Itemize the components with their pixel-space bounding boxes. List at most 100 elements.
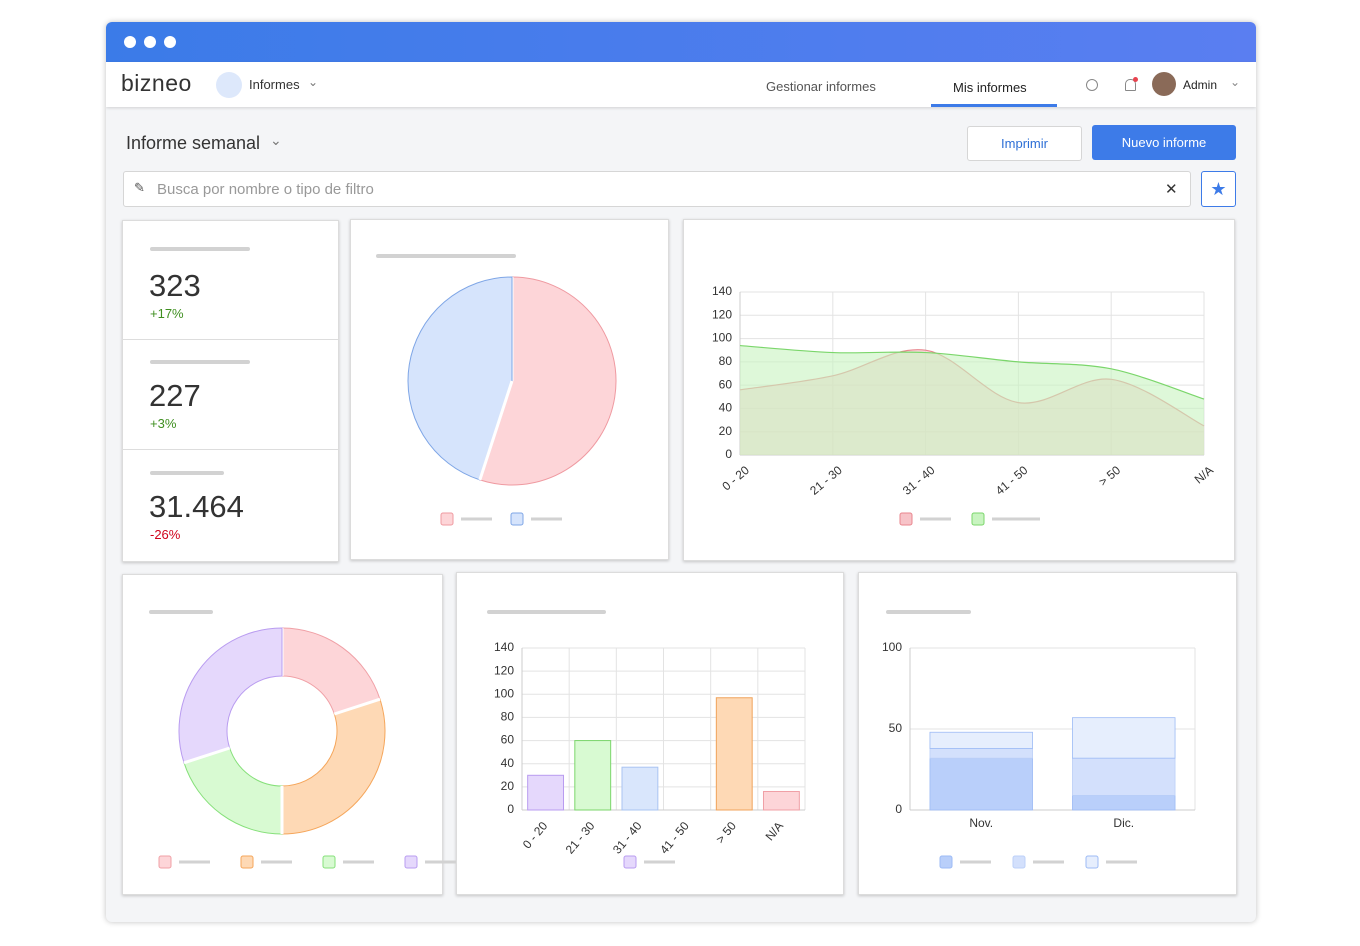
window-dot[interactable] xyxy=(164,36,176,48)
new-report-button[interactable]: Nuevo informe xyxy=(1092,125,1236,160)
legend-swatch xyxy=(510,512,524,526)
y-tick-label: 0 xyxy=(895,802,902,816)
bar-segment xyxy=(1072,717,1176,759)
logo[interactable]: bizneo xyxy=(121,70,192,96)
timer-icon[interactable] xyxy=(1086,79,1098,91)
placeholder xyxy=(376,254,516,258)
legend-placeholder xyxy=(960,860,991,864)
legend-swatch xyxy=(899,512,913,526)
favorites-button[interactable]: ★ xyxy=(1201,171,1236,207)
placeholder xyxy=(150,360,250,364)
kpi-value: 227 xyxy=(149,378,201,413)
window-dot[interactable] xyxy=(144,36,156,48)
module-menu[interactable]: Informes xyxy=(249,77,300,92)
x-tick-label: 31 - 40 xyxy=(900,463,938,498)
legend-swatch xyxy=(322,855,336,869)
placeholder xyxy=(886,610,971,614)
y-tick-label: 100 xyxy=(712,331,732,345)
tab-underline xyxy=(931,104,1057,107)
report-selector[interactable]: Informe semanal xyxy=(126,133,261,153)
slice xyxy=(407,276,513,481)
tab[interactable]: Gestionar informes xyxy=(766,79,876,94)
legend-swatch xyxy=(158,855,172,869)
y-tick-label: 40 xyxy=(719,401,733,415)
kpi-change: +3% xyxy=(150,416,177,431)
x-tick-label: 21 - 30 xyxy=(563,819,598,857)
x-tick-label: 0 - 20 xyxy=(719,463,752,494)
x-tick-label: > 50 xyxy=(713,819,739,846)
window-dot[interactable] xyxy=(124,36,136,48)
bar xyxy=(621,766,659,811)
y-tick-label: 20 xyxy=(501,779,515,793)
legend-swatch xyxy=(1012,855,1026,869)
legend-swatch xyxy=(440,512,454,526)
bar-segment xyxy=(1072,757,1176,796)
kpi-value: 31.464 xyxy=(149,489,244,524)
title-bar xyxy=(106,22,1256,62)
y-tick-label: 140 xyxy=(494,640,514,654)
avatar[interactable] xyxy=(1152,72,1176,96)
slice xyxy=(178,627,283,764)
x-tick-label: N/A xyxy=(763,819,787,843)
y-tick-label: 60 xyxy=(719,377,733,391)
slice xyxy=(281,698,386,835)
y-tick-label: 40 xyxy=(501,756,515,770)
bar-segment xyxy=(1072,795,1176,811)
clear-icon[interactable]: ✕ xyxy=(1165,181,1178,198)
header: bizneo Informes ⌄ Gestionar informes Mis… xyxy=(106,62,1256,107)
legend-placeholder xyxy=(531,517,562,521)
slice-gap xyxy=(183,746,231,765)
legend-placeholder xyxy=(1033,860,1064,864)
y-tick-label: 100 xyxy=(494,686,514,700)
placeholder xyxy=(150,471,224,475)
chevron: ⌄ xyxy=(308,75,319,89)
y-tick-label: 100 xyxy=(882,640,902,654)
kpi-value: 323 xyxy=(149,268,201,303)
divider xyxy=(122,339,338,340)
placeholder xyxy=(487,610,606,614)
user-name[interactable]: Admin xyxy=(1183,78,1218,92)
x-tick-label: Nov. xyxy=(969,816,993,830)
search-box[interactable]: ✎ Busca por nombre o tipo de filtro ✕ xyxy=(123,171,1191,207)
print-button[interactable]: Imprimir xyxy=(967,126,1082,161)
area xyxy=(740,345,1204,455)
y-tick-label: 50 xyxy=(889,721,903,735)
bar xyxy=(715,697,753,811)
x-tick-label: 31 - 40 xyxy=(610,819,645,857)
line xyxy=(739,344,1205,400)
y-tick-label: 20 xyxy=(719,424,733,438)
bar xyxy=(527,774,565,811)
y-tick-label: 120 xyxy=(494,663,514,677)
slice xyxy=(479,276,617,486)
tab-active[interactable]: Mis informes xyxy=(953,80,1027,95)
x-tick-label: 21 - 30 xyxy=(807,463,845,498)
legend-placeholder xyxy=(461,517,492,521)
notification-dot xyxy=(1133,77,1138,82)
bar-panel xyxy=(456,572,844,895)
y-tick-label: 80 xyxy=(501,710,515,724)
divider xyxy=(122,449,338,450)
legend-placeholder xyxy=(1106,860,1137,864)
x-tick-label: 41 - 50 xyxy=(993,463,1031,498)
chevron: ⌄ xyxy=(1230,75,1241,89)
y-tick-label: 0 xyxy=(725,447,732,461)
magic-icon: ✎ xyxy=(134,180,145,195)
legend-swatch xyxy=(404,855,418,869)
legend-placeholder xyxy=(425,860,456,864)
x-tick-label: N/A xyxy=(1192,463,1216,487)
chevron: ⌄ xyxy=(270,132,282,148)
y-tick-label: 0 xyxy=(507,802,514,816)
legend-placeholder xyxy=(920,517,951,521)
bar-segment xyxy=(929,748,1033,759)
placeholder xyxy=(149,610,213,614)
legend-swatch xyxy=(1085,855,1099,869)
y-tick-label: 120 xyxy=(712,307,732,321)
module-icon xyxy=(216,72,242,98)
kpi-panel xyxy=(122,220,339,562)
x-tick-label: 0 - 20 xyxy=(520,819,551,852)
bar xyxy=(762,790,800,811)
bell-icon[interactable] xyxy=(1125,79,1136,91)
x-tick-label: 41 - 50 xyxy=(657,819,692,857)
